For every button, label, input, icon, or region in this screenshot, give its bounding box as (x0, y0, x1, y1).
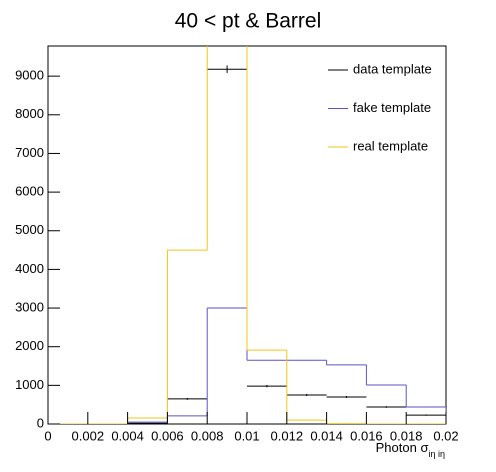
x-tick-label: 0.008 (191, 428, 224, 443)
x-tick-label: 0.018 (390, 428, 423, 443)
x-tick-label: 0.02 (433, 428, 458, 443)
x-tick-label: 0.004 (111, 428, 144, 443)
x-tick-label: 0 (44, 428, 51, 443)
x-axis-label: Photon σiη iη (376, 440, 445, 459)
x-axis-label-sub: iη iη (428, 449, 445, 459)
x-tick-label: 0.014 (310, 428, 343, 443)
y-tick-label: 1000 (15, 377, 44, 392)
x-tick-label: 0.016 (350, 428, 383, 443)
legend-label: real template (353, 138, 428, 153)
x-axis-label-main: Photon σ (376, 440, 429, 455)
y-tick-label: 7000 (15, 145, 44, 160)
y-tick-label: 6000 (15, 184, 44, 199)
x-tick-label: 0.006 (151, 428, 184, 443)
y-tick-label: 9000 (15, 68, 44, 83)
y-tick-label: 2000 (15, 338, 44, 353)
x-tick-label: 0.012 (271, 428, 304, 443)
x-tick-label: 0.01 (234, 428, 259, 443)
legend-label: data template (353, 61, 432, 76)
y-tick-label: 5000 (15, 222, 44, 237)
y-tick-label: 0 (37, 415, 44, 430)
y-tick-label: 3000 (15, 299, 44, 314)
y-tick-label: 8000 (15, 106, 44, 121)
x-tick-label: 0.002 (72, 428, 105, 443)
legend-label: fake template (353, 100, 431, 115)
y-tick-label: 4000 (15, 261, 44, 276)
chart-title: 40 < pt & Barrel (175, 10, 322, 33)
